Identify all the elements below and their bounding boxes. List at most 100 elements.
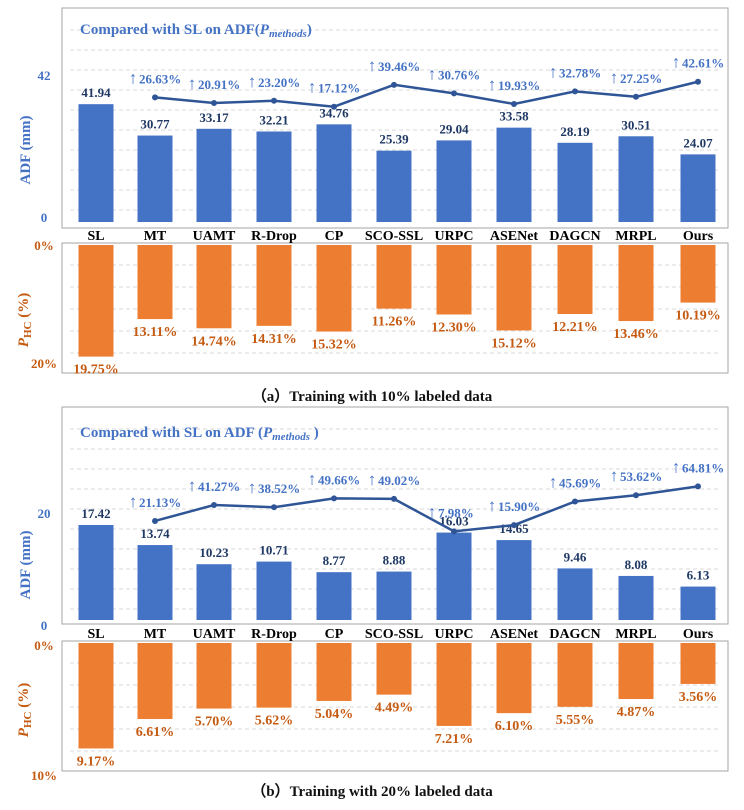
phc-data-label: 15.32% [311,338,357,353]
adf-y-tick-label: 0 [41,210,48,225]
adf-data-label: 25.39 [379,132,409,147]
adf-bar-Ours [680,154,716,222]
p-methods-arrow-icon: ↑ [308,469,317,488]
phc-bar-MT [137,643,173,720]
category-label: ASENet [490,229,539,244]
p-methods-label: 7.98% [438,505,474,520]
adf-plot-frame [61,7,729,229]
adf-bar-UAMT [196,564,232,620]
caption-b: （b）Training with 20% labeled data [251,784,493,800]
adf-bar-DAGCN [557,568,593,620]
adf-bar-R-Drop [256,131,292,222]
phc-bar-ASENet [496,643,532,714]
phc-data-label: 6.61% [136,725,175,740]
phc-bar-Ours [680,643,716,684]
p-methods-label: 21.13% [139,495,181,510]
p-methods-point [331,495,337,502]
adf-data-label: 10.71 [259,543,288,558]
phc-data-label: 19.75% [73,363,119,378]
phc-bar-DAGCN [557,643,593,707]
phc-bar-SL [78,643,114,749]
p-methods-label: 15.90% [498,499,540,514]
phc-y-tick-label: 20% [31,356,57,371]
p-methods-arrow-icon: ↑ [129,68,138,87]
p-methods-arrow-icon: ↑ [248,72,257,91]
phc-data-label: 5.70% [195,715,234,730]
adf-data-label: 10.23 [199,545,229,560]
phc-data-label: 3.56% [679,690,718,705]
adf-axis-label: ADF (mm) [18,115,34,184]
p-methods-arrow-icon: ↑ [488,496,497,515]
adf-bar-ASENet [496,540,532,620]
p-methods-arrow-icon: ↑ [308,78,317,97]
p-methods-point [331,103,337,110]
adf-bar-MT [137,545,173,620]
category-label: DAGCN [549,627,600,642]
phc-data-label: 13.11% [133,325,178,340]
adf-bar-ASENet [496,127,532,222]
category-label: SCO-SSL [365,627,423,642]
adf-bar-SL [78,104,114,222]
p-methods-label: 30.76% [438,67,480,82]
p-methods-label: 42.61% [682,56,724,71]
adf-data-label: 34.76 [319,105,349,120]
adf-data-label: 24.07 [683,135,713,150]
phc-axis-label: PHC (%) [16,293,34,347]
phc-data-label: 7.21% [435,732,474,747]
phc-data-label: 13.46% [613,327,659,342]
p-methods-label: 64.81% [682,460,724,475]
p-methods-point [511,522,517,529]
category-label: URPC [435,627,474,642]
adf-data-label: 32.21 [259,113,288,128]
phc-y-tick-label: 0% [34,238,54,253]
phc-data-label: 6.10% [495,719,534,734]
p-methods-point [633,492,639,499]
p-methods-point [152,94,158,101]
p-methods-arrow-icon: ↑ [610,466,619,485]
adf-y-tick-label: 20 [38,506,51,521]
adf-plot-frame [61,406,729,625]
category-label: SL [87,627,104,642]
category-label: MRPL [615,229,656,244]
adf-data-label: 30.51 [621,117,650,132]
phc-y-tick-label: 0% [34,638,54,653]
p-methods-point [695,78,701,85]
adf-bar-SL [78,525,114,620]
adf-data-label: 6.13 [687,568,710,583]
p-methods-arrow-icon: ↑ [188,74,197,93]
category-label: Ours [683,229,714,244]
phc-data-label: 11.26% [372,315,417,330]
adf-bar-SCO-SSL [376,150,412,222]
p-methods-point [271,504,277,511]
category-label: SL [87,229,104,244]
category-label: UAMT [193,229,236,244]
adf-data-label: 17.42 [81,506,110,521]
p-methods-arrow-icon: ↑ [610,68,619,87]
category-label: MT [144,229,167,244]
adf-axis-label: ADF (mm) [18,530,34,599]
p-methods-point [633,93,639,100]
adf-data-label: 13.74 [140,526,170,541]
phc-data-label: 4.87% [617,705,656,720]
p-methods-label: 38.52% [258,481,300,496]
p-methods-line [154,80,699,109]
phc-data-label: 5.55% [556,713,595,728]
adf-bar-CP [316,124,352,222]
category-label: CP [325,627,344,642]
caption-a: （a）Training with 10% labeled data [251,389,493,405]
category-label: Ours [683,627,714,642]
p-methods-label: 39.46% [378,59,420,74]
adf-bar-MT [137,135,173,222]
p-methods-label: 17.12% [318,81,360,96]
phc-plot-frame [61,242,729,374]
adf-data-label: 33.17 [199,110,229,125]
adf-data-label: 30.77 [140,117,170,132]
p-methods-point [451,90,457,97]
phc-bar-MRPL [618,643,654,700]
phc-y-tick-label: 10% [31,768,57,783]
p-methods-point [391,81,397,88]
p-methods-arrow-icon: ↑ [672,457,681,476]
phc-data-label: 12.30% [431,320,477,335]
p-methods-point [211,100,217,107]
